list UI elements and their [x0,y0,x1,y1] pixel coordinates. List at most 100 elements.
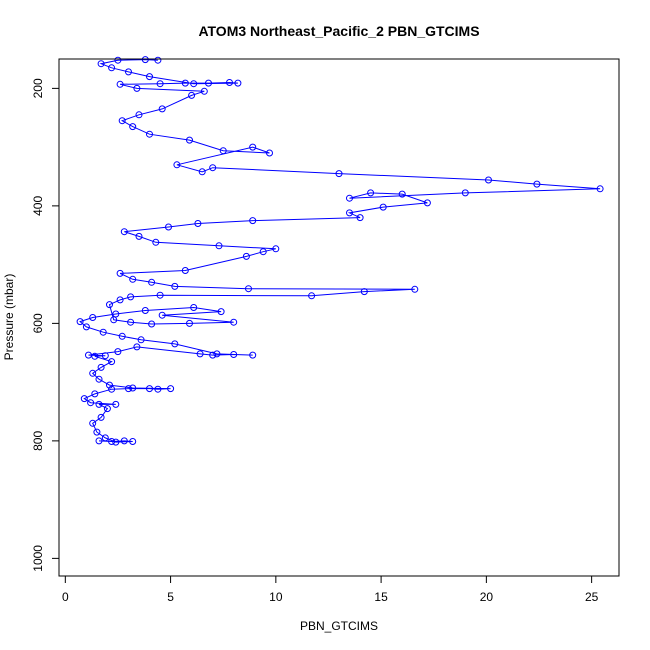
data-point [108,358,116,366]
data-point [97,363,105,371]
data-point [95,375,103,383]
data-point [118,332,126,340]
data-point [76,318,84,326]
data-point [272,245,280,253]
data-point [108,385,116,393]
data-point [209,351,217,359]
data-point [173,161,181,169]
data-point [200,87,208,95]
data-point [127,293,135,301]
data-point [356,214,364,222]
data-point [533,180,541,188]
data-point [97,60,105,68]
data-point [209,164,217,172]
data-point [87,399,95,407]
y-tick-label: 600 [31,313,45,333]
data-point [108,438,116,445]
x-tick-label: 15 [374,590,388,604]
data-point [116,269,124,277]
data-point [82,323,90,331]
data-point [120,228,128,236]
data-point [596,185,604,193]
data-point [85,351,92,359]
data-point [129,438,137,445]
data-point [308,292,316,300]
data-point [133,343,141,351]
data-point [245,285,252,293]
data-point [249,217,257,225]
data-point [346,209,353,217]
data-point [167,385,175,393]
data-point [181,79,189,87]
data-point [213,350,221,358]
data-point [219,147,227,155]
data-point [125,385,132,393]
data-point [266,149,273,157]
y-axis-label: Pressure (mbar) [2,274,16,361]
data-point [152,238,160,246]
data-point [158,105,166,113]
data-point [335,170,343,178]
data-point [141,307,149,314]
data-point [148,278,156,286]
plot-frame [58,58,620,577]
data-point [93,428,101,436]
data-point [95,400,103,408]
data-point [114,348,122,356]
data-point [158,311,166,319]
series-line [79,59,601,443]
data-point [129,275,137,283]
data-point [112,400,120,408]
data-point [148,320,156,328]
data-point [411,285,419,293]
data-point [91,390,99,398]
data-point [186,319,193,327]
y-axis: 200 400 600 800 1000 [31,78,60,572]
data-point [116,80,124,88]
data-point [215,242,223,250]
data-point [146,130,153,138]
data-point [188,91,196,99]
data-point [106,381,113,389]
data-point [95,437,103,445]
data-point [146,73,153,81]
x-axis-label: PBN_GTCIMS [300,619,378,633]
data-point [103,405,111,413]
data-point [234,79,242,87]
data-point [205,79,212,87]
data-point [249,351,257,359]
data-point [230,351,238,358]
x-tick-label: 20 [480,590,494,604]
x-tick-label: 5 [167,590,174,604]
y-tick-label: 400 [31,196,45,216]
data-point [230,318,238,326]
data-point [461,189,469,197]
data-point [249,143,257,151]
data-point [116,296,124,304]
data-point [99,328,107,336]
data-point [129,123,137,131]
data-point [367,189,375,197]
data-point [190,304,198,311]
data-point [154,56,162,64]
data-point [89,419,97,427]
data-point [112,438,120,446]
data-point [194,220,202,227]
data-point [120,437,128,445]
data-point [346,194,353,202]
data-point [89,314,97,321]
data-point [181,267,189,274]
data-point [171,282,179,290]
data-point [127,318,135,326]
data-point [129,384,137,392]
data-point [423,199,431,207]
data-point [114,56,122,64]
y-tick-label: 1000 [31,545,45,572]
data-point [110,316,118,324]
data-point [242,252,250,260]
data-point [154,385,162,393]
data-point [118,117,126,125]
data-point [259,248,267,256]
data-point [198,168,206,176]
